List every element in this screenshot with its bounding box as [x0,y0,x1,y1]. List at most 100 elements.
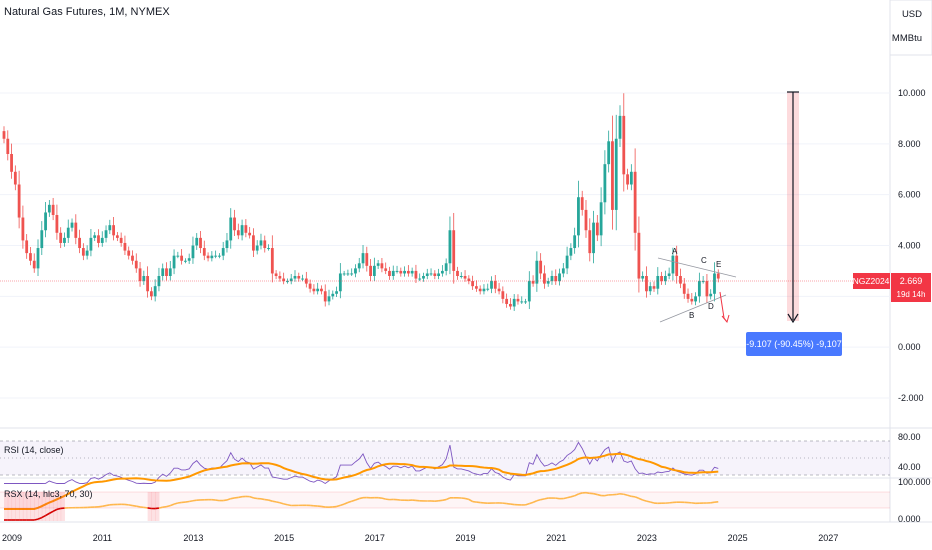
rsx-segment [56,507,61,511]
wave-label-a: A [672,247,678,256]
candle-body [263,240,267,249]
rsx-segment [536,498,541,502]
rsx-zone [56,492,62,521]
candle-body [32,260,36,269]
candle-body [13,171,17,185]
candle-body [629,171,633,185]
candle-body [622,115,626,175]
candle-body [459,276,463,277]
candle-body [229,217,233,241]
candle-body [486,288,490,290]
candle-body [388,270,391,276]
measure-label-box[interactable] [746,332,842,356]
candle-body [418,278,422,280]
rsx-segment [638,497,644,501]
candle-body [565,255,569,269]
candle-body [671,255,675,274]
candle-body [660,276,663,282]
candle-body [395,270,399,272]
rsx-segment [351,499,356,503]
candle-body [422,276,425,279]
candle-body [149,291,153,297]
rsx-zone [7,492,13,521]
rsx-segment [442,498,447,502]
rsx-zone [49,492,54,521]
rsx-zone [147,492,152,521]
candle-body [399,270,403,274]
candle-body [289,278,293,282]
rsx-segment [45,512,50,517]
candle-body [342,273,346,275]
candle-body [524,301,527,303]
candle-body [437,273,441,276]
candle-body [535,260,539,284]
candle-body [709,293,713,297]
rsx-segment [41,514,46,519]
candle-body [293,276,297,279]
candle-body [357,263,361,269]
rsi-label: RSI (14, close) [4,445,64,455]
candle-body [554,276,558,282]
rsx-segment [34,518,39,521]
candle-body [414,270,418,279]
candle-body [656,276,660,289]
candle-body [168,268,172,276]
candle-body [350,273,354,275]
time-axis: 2009 2011 2013 2015 2017 2019 2021 2023 2025 2027 [2,533,838,543]
candle-body [403,270,406,274]
candle-body [25,240,29,254]
currency-unit[interactable]: USD [901,9,922,20]
time-tick-label: 2017 [365,533,385,543]
measure-unit[interactable]: MMBtu [891,33,922,44]
candle-body [100,237,104,243]
candle-body [195,237,199,246]
rsx-segment [272,500,277,503]
rsx-segment [48,510,54,515]
symbol-tag [853,273,890,289]
candle-body [244,225,248,233]
candle-body [410,270,414,274]
candle-body [618,115,622,139]
candle-body [202,248,206,256]
candle-body [645,276,648,292]
candle-body [206,255,210,259]
candle-body [637,232,641,279]
candle-body [47,204,51,213]
candle-body [584,209,588,231]
rsx-segment [506,502,511,505]
candle-body [112,225,115,236]
candles [2,93,720,311]
rsx-zone [60,492,65,521]
rsx-segment [340,503,345,507]
rsx-segment [597,493,602,497]
candle-body [36,248,40,269]
projection-arrowhead [721,314,730,324]
candle-body [607,141,611,165]
rsx-zone [151,492,156,521]
time-tick-label: 2013 [183,533,203,543]
candle-body [327,296,331,302]
candle-body [569,248,573,256]
candle-body [131,255,134,261]
candle-body [17,184,21,218]
rsx-segment [525,502,530,506]
candle-body [104,230,108,238]
candle-body [172,255,176,269]
candle-body [29,253,32,261]
candle-body [51,204,55,215]
rsx-segment [472,500,477,503]
candle-body [187,258,191,261]
candle-body [301,278,304,280]
price-tag-countdown: 19d 14h [897,290,926,299]
candle-body [146,276,150,292]
candle-body [384,268,388,271]
candle-body [372,265,376,276]
candle-body [21,217,25,241]
candle-body [520,301,524,303]
candle-body [252,235,255,251]
rsx-segment [616,492,621,496]
candle-body [573,235,577,249]
rsx-segment [529,501,534,505]
